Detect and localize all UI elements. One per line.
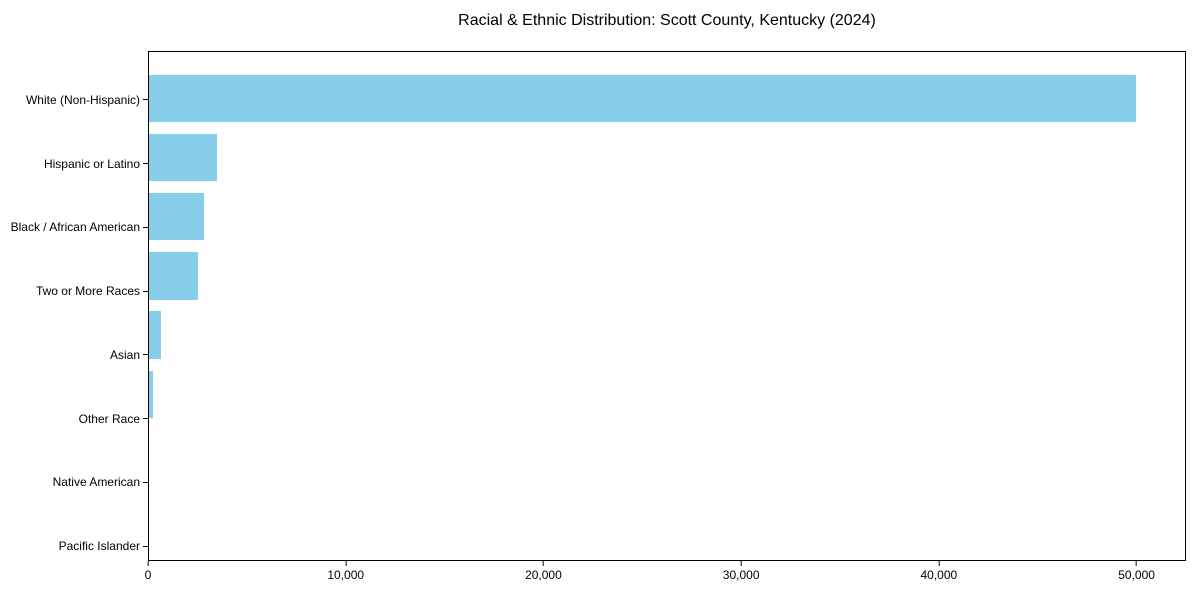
y-tick-label: Two or More Races [35,284,140,299]
bar [149,74,1136,123]
x-tick: 10,000 [327,561,364,582]
bar-row [149,424,1185,483]
y-tick-mark [143,481,149,483]
x-tick: 20,000 [525,561,562,582]
bar [149,252,198,300]
y-tick-mark [143,545,149,547]
y-tick-row [143,387,149,451]
x-tick-label: 40,000 [920,568,958,582]
x-tick: 50,000 [1118,561,1155,582]
x-tick: 40,000 [920,561,957,582]
y-tick-row [143,323,149,387]
x-tick-label: 0 [144,568,152,582]
x-tick-mark [147,561,149,566]
x-tick-mark [740,561,742,566]
y-tick-mark [143,226,149,228]
x-tick-label: 50,000 [1118,568,1155,582]
y-tick-row [143,451,149,515]
y-tick-row [143,132,149,196]
plot-area [148,51,1186,561]
y-tick-mark [143,163,149,165]
bar-row [149,365,1185,424]
x-tick-label: 30,000 [722,568,760,582]
y-tick-mark [143,99,149,101]
bar [149,193,205,241]
y-axis-ticks [143,51,149,596]
y-tick-label: Asian [109,347,140,362]
x-tick-mark [938,561,940,566]
bar-row [149,246,1185,305]
bar [149,134,218,182]
y-tick-row [143,68,149,132]
bar-row [149,483,1185,542]
x-tick: 0 [144,561,152,582]
y-tick-label: White (Non-Hispanic) [25,92,140,107]
x-tick: 30,000 [722,561,760,582]
y-tick-mark [143,354,149,356]
bar-row [149,128,1185,187]
x-axis: 0 10,000 20,000 30,000 40,000 50,000 [144,561,1186,595]
y-tick-label: Hispanic or Latino [43,156,140,171]
y-tick-label: Other Race [78,411,140,426]
x-tick-label: 20,000 [525,568,562,582]
x-tick-label: 10,000 [327,568,365,582]
bar [149,370,154,418]
bar [149,311,162,359]
x-tick-mark [542,561,544,566]
chart-title: Racial & Ethnic Distribution: Scott Coun… [458,12,876,29]
y-tick-label: Pacific Islander [58,539,140,554]
y-tick-label: Native American [52,475,140,490]
bar-row [149,306,1185,365]
bar-row [149,187,1185,246]
y-tick-row [143,259,149,323]
y-axis-labels: White (Non-Hispanic) Hispanic or Latino Bl… [0,51,140,596]
bar-row [149,69,1185,128]
y-tick-label: Black / African American [10,220,140,235]
y-tick-mark [143,290,149,292]
x-tick-mark [345,561,347,566]
y-tick-mark [143,418,149,420]
y-tick-row [143,514,149,578]
x-tick-mark [1136,561,1138,566]
y-tick-row [143,196,149,260]
